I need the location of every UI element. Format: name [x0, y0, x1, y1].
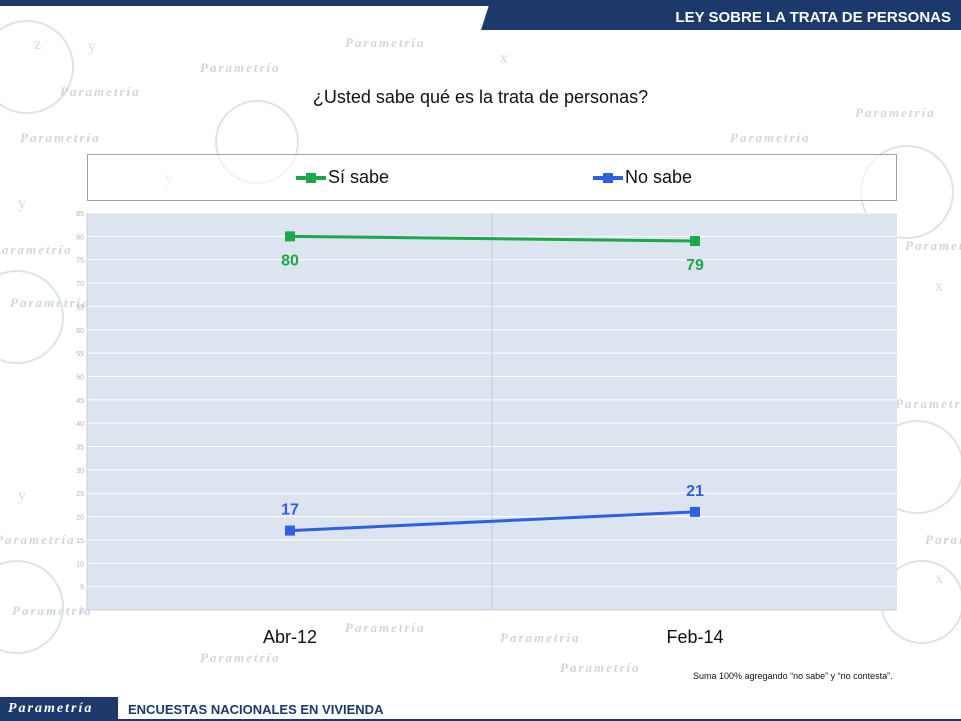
y-tick-label: 20 — [76, 515, 84, 522]
watermark-text: Parametría — [0, 242, 73, 257]
watermark-text: Parametría — [200, 60, 281, 75]
legend-label-si-sabe: Sí sabe — [328, 167, 390, 187]
survey-question: ¿Usted sabe qué es la trata de personas? — [312, 87, 649, 107]
watermark-text: Parametría — [200, 650, 281, 665]
legend-swatch-no-sabe — [593, 172, 623, 183]
watermark-text: Parametría — [895, 396, 961, 411]
watermark-text: Parametría — [560, 660, 641, 675]
data-point — [285, 231, 295, 242]
legend-item-si-sabe: Sí sabe — [296, 167, 389, 188]
watermark-letter: x — [500, 50, 508, 67]
watermark-text: Parametría — [12, 603, 93, 618]
y-tick-label: 75 — [76, 258, 84, 265]
footer-line — [118, 719, 961, 721]
legend-item-no-sabe: No sabe — [593, 167, 692, 188]
x-tick-label: Abr-12 — [262, 627, 318, 647]
y-tick-label: 5 — [80, 585, 84, 592]
y-tick-label: 55 — [76, 351, 84, 358]
watermark-text: Parametría — [500, 630, 581, 645]
y-tick-label: 45 — [76, 398, 84, 405]
data-label: 17 — [281, 502, 299, 519]
watermark-letter: x — [935, 278, 943, 295]
watermark-letter: z — [34, 36, 42, 53]
y-tick-label: 35 — [76, 445, 84, 452]
watermark-text: Parametría — [905, 238, 961, 253]
y-tick-label: 85 — [76, 211, 84, 218]
data-label: 21 — [686, 483, 704, 500]
watermark-text: Parametría — [855, 105, 936, 120]
watermark-text: Parametría — [0, 532, 76, 547]
footnote: Suma 100% agregando “no sabe” y “no cont… — [693, 671, 893, 681]
y-tick-label: 65 — [76, 304, 84, 311]
watermark-text: Parametría — [925, 532, 961, 547]
y-tick-label: 70 — [76, 281, 84, 288]
watermark-text: Parametría — [730, 130, 811, 145]
data-point — [285, 525, 295, 536]
footer-caption: ENCUESTAS NACIONALES EN VIVIENDA — [128, 702, 384, 717]
watermark-text: Parametría — [345, 35, 426, 50]
watermark-text: Parametría — [10, 295, 91, 310]
top-bar — [0, 0, 961, 6]
y-tick-label: 15 — [76, 538, 84, 545]
data-point — [690, 236, 700, 247]
watermark-letter: y — [88, 38, 96, 55]
data-point — [690, 506, 700, 517]
data-label: 79 — [686, 257, 704, 274]
y-tick-label: 30 — [76, 468, 84, 475]
section-title: LEY SOBRE LA TRATA DE PERSONAS — [675, 9, 951, 26]
watermark-text: Parametría — [20, 130, 101, 145]
watermark-letter: x — [935, 570, 943, 587]
y-tick-label: 0 — [80, 608, 84, 615]
parametria-logo: Parametría — [0, 697, 118, 721]
y-tick-label: 25 — [76, 491, 84, 498]
series-line — [289, 510, 696, 533]
data-label: 80 — [281, 252, 299, 269]
y-tick-label: 60 — [76, 328, 84, 335]
chart-legend: Sí sabe No sabe — [87, 154, 897, 201]
legend-swatch-si-sabe — [296, 172, 326, 183]
x-tick-label: Feb-14 — [666, 627, 724, 647]
legend-label-no-sabe: No sabe — [625, 167, 693, 187]
logo-text: Parametría — [8, 701, 94, 716]
y-tick-label: 80 — [76, 234, 84, 241]
section-header: LEY SOBRE LA TRATA DE PERSONAS — [481, 5, 961, 30]
y-tick-label: 10 — [76, 561, 84, 568]
y-tick-label: 50 — [76, 374, 84, 381]
watermark-letter: y — [18, 487, 26, 504]
series-line — [289, 234, 696, 243]
watermark-letter: y — [18, 195, 26, 212]
y-tick-label: 40 — [76, 421, 84, 428]
watermark-text: Parametría — [345, 620, 426, 635]
watermark-text: Parametría — [60, 84, 141, 99]
